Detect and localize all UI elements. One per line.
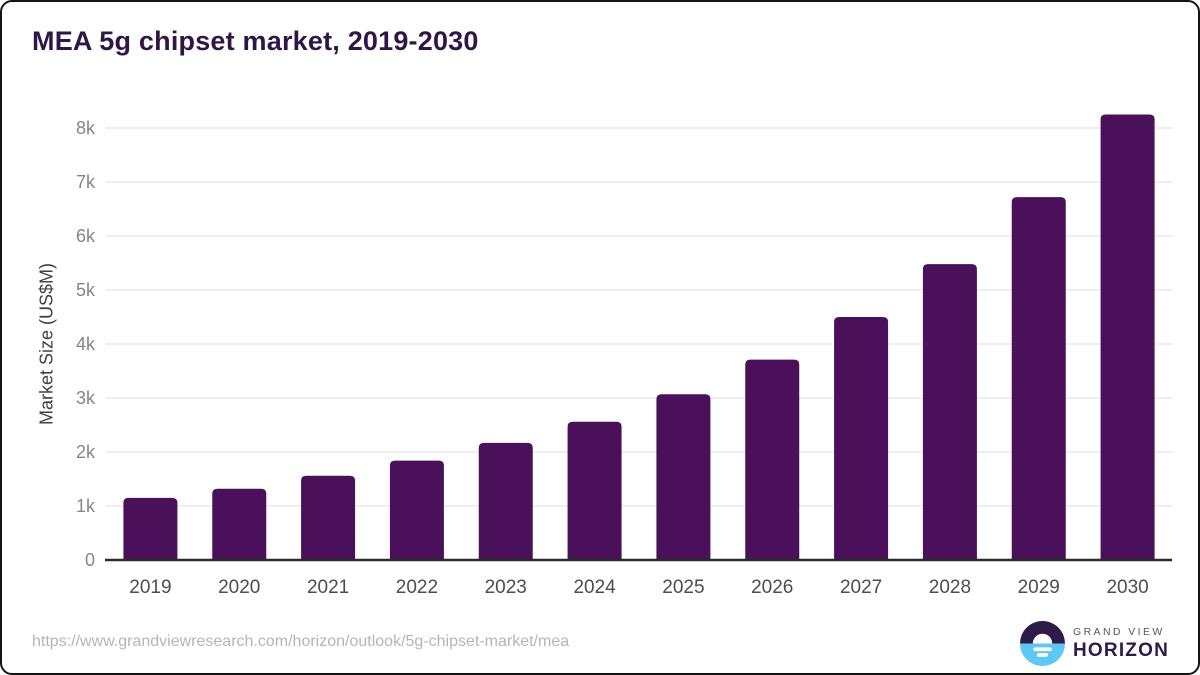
bar-2021 bbox=[301, 475, 356, 560]
y-tick-label-5k: 5k bbox=[76, 280, 96, 300]
x-tick-label-2027: 2027 bbox=[840, 577, 882, 598]
y-tick-label-6k: 6k bbox=[76, 226, 96, 246]
bar-2019 bbox=[123, 497, 178, 560]
bar-2023 bbox=[478, 442, 533, 560]
y-tick-label-4k: 4k bbox=[76, 334, 96, 354]
chart-title: MEA 5g chipset market, 2019-2030 bbox=[32, 26, 479, 56]
bar-2020 bbox=[212, 488, 267, 560]
y-tick-label-7k: 7k bbox=[76, 172, 96, 192]
bar-2026 bbox=[745, 359, 800, 560]
x-tick-label-2023: 2023 bbox=[485, 577, 527, 598]
y-tick-label-0: 0 bbox=[85, 550, 95, 570]
x-tick-label-2021: 2021 bbox=[307, 577, 349, 598]
brand-name-bottom: HORIZON bbox=[1073, 640, 1170, 662]
y-tick-label-2k: 2k bbox=[76, 442, 96, 462]
y-tick-label-8k: 8k bbox=[76, 118, 96, 138]
x-tick-label-2024: 2024 bbox=[573, 577, 616, 598]
y-tick-label-1k: 1k bbox=[76, 496, 96, 516]
x-tick-label-2029: 2029 bbox=[1018, 577, 1060, 598]
x-tick-label-2030: 2030 bbox=[1106, 577, 1148, 598]
brand-text: GRAND VIEW HORIZON bbox=[1073, 627, 1169, 661]
bar-2025 bbox=[656, 394, 711, 560]
bar-2028 bbox=[922, 264, 977, 560]
bar-2030 bbox=[1100, 114, 1155, 560]
bar-2027 bbox=[834, 317, 889, 560]
x-tick-label-2025: 2025 bbox=[662, 577, 704, 598]
x-tick-label-2020: 2020 bbox=[218, 577, 260, 598]
bar-2029 bbox=[1011, 197, 1066, 560]
bar-2024 bbox=[567, 421, 622, 560]
bar-2022 bbox=[389, 460, 444, 560]
x-tick-label-2028: 2028 bbox=[929, 577, 971, 598]
source-url: https://www.grandviewresearch.com/horizo… bbox=[32, 633, 570, 650]
y-tick-label-3k: 3k bbox=[76, 388, 96, 408]
x-tick-label-2019: 2019 bbox=[129, 577, 171, 598]
x-tick-label-2026: 2026 bbox=[751, 577, 793, 598]
x-tick-label-2022: 2022 bbox=[396, 577, 438, 598]
brand-name-top: GRAND VIEW bbox=[1073, 625, 1165, 638]
grand-view-horizon-logo-icon bbox=[1020, 621, 1065, 666]
brand-logo: GRAND VIEW HORIZON bbox=[1020, 621, 1169, 666]
